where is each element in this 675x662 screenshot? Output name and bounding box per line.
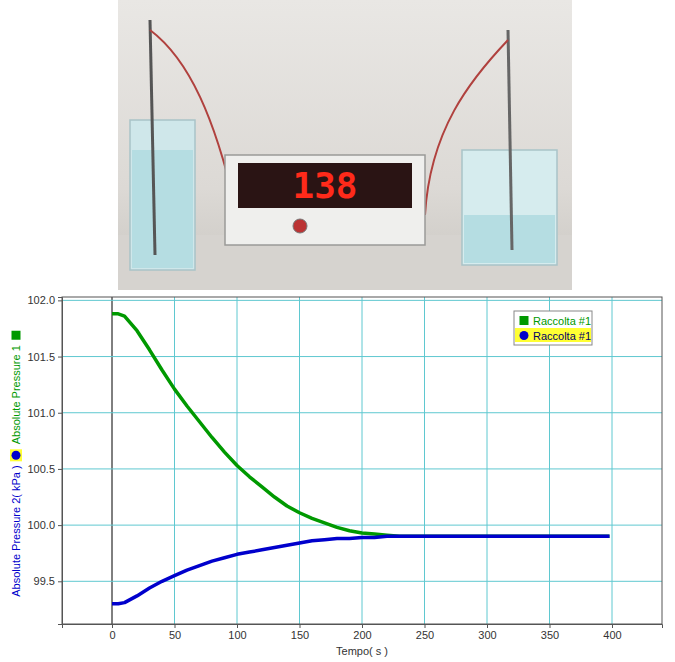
grid-line-x xyxy=(299,297,300,624)
x-tick: 0 xyxy=(109,624,115,641)
x-tick-label: 200 xyxy=(353,629,371,641)
x-tick-mark xyxy=(425,624,426,628)
water-right xyxy=(464,215,555,263)
grid-line-x xyxy=(424,297,425,624)
y-axis-title: Absolute Pressure 2( kPa ) Absolute Press… xyxy=(10,331,22,597)
x-tick-mark xyxy=(362,624,363,628)
device-knob xyxy=(293,219,307,233)
grid-line-y xyxy=(62,468,662,469)
x-axis-title: Tempo( s ) xyxy=(336,645,388,657)
y-tick-mark xyxy=(58,357,62,358)
grid-line-y xyxy=(62,581,662,582)
legend-highlight xyxy=(515,328,591,342)
y-axis-title-marker xyxy=(12,451,21,460)
grid-line-y xyxy=(62,300,662,301)
x-tick: 300 xyxy=(478,624,496,641)
x-tick-label: 0 xyxy=(109,629,115,641)
x-tick: 400 xyxy=(603,624,621,641)
series-group xyxy=(112,314,610,604)
plot-frame xyxy=(62,297,662,624)
grid-line-x xyxy=(487,297,488,624)
grid-line-x xyxy=(549,297,550,624)
probe-left xyxy=(150,20,155,255)
cable-right xyxy=(425,40,508,215)
y-tick-mark xyxy=(58,525,62,526)
x-tick-mark xyxy=(612,624,613,628)
x-tick-label: 400 xyxy=(603,629,621,641)
y-axis-title-part: Absolute Pressure 1 xyxy=(10,345,22,444)
x-tick-label: 300 xyxy=(478,629,496,641)
y-tick-label: 102.0 xyxy=(27,294,55,306)
water-left xyxy=(132,150,193,268)
legend-label: Raccolta #1 xyxy=(533,315,591,327)
legend-label: Raccolta #1 xyxy=(533,330,591,342)
y-tick-mark xyxy=(58,300,62,301)
x-tick-mark xyxy=(300,624,301,628)
x-tick-mark xyxy=(112,624,113,628)
y-axis-line xyxy=(58,298,63,625)
x-tick-mark xyxy=(237,624,238,628)
y-axis-title-marker xyxy=(12,331,21,340)
y-axis: 99.5 100.0 100.5 101.0 101.5 102.0 xyxy=(27,294,62,624)
cable-left xyxy=(150,30,235,205)
y-tick-mark xyxy=(58,581,62,582)
x-axis-line xyxy=(63,625,663,629)
x-tick-label: 100 xyxy=(228,629,246,641)
y-tick: 101.5 xyxy=(27,351,62,363)
grid xyxy=(62,297,662,624)
photo: 138 xyxy=(118,0,572,290)
display-value: 138 xyxy=(292,165,357,206)
grid-line-x xyxy=(612,297,613,624)
device-display xyxy=(238,163,412,208)
legend-marker xyxy=(520,316,529,325)
y-tick-label: 99.5 xyxy=(34,575,55,587)
chart: 0 50 100 150 200 250 300 350 400 99.5 100.0 100.5 10… xyxy=(10,294,663,657)
legend-box xyxy=(514,311,592,345)
beaker-left xyxy=(130,120,195,270)
page: 138 0 50 100 150 200 250 300 350 400 99.5 100.0 100.… xyxy=(0,0,675,662)
device xyxy=(225,155,425,245)
y-tick-label: 101.0 xyxy=(27,407,55,419)
y-tick: 100.0 xyxy=(27,519,62,531)
y-axis-title-highlight xyxy=(10,449,22,461)
x-tick: 150 xyxy=(291,624,309,641)
probe-right xyxy=(508,30,512,250)
series-line xyxy=(112,314,610,536)
legend: Raccolta #1 Raccolta #1 xyxy=(514,311,592,345)
y-tick-mark xyxy=(58,469,62,470)
x-tick: 350 xyxy=(541,624,559,641)
x-tick-mark xyxy=(550,624,551,628)
photo-background xyxy=(118,0,572,290)
x-tick-label: 250 xyxy=(416,629,434,641)
y-axis-title-part: Absolute Pressure 2( kPa ) xyxy=(10,465,22,596)
series-line xyxy=(112,536,610,603)
x-tick: 50 xyxy=(169,624,181,641)
x-tick-mark xyxy=(175,624,176,628)
y-tick: 102.0 xyxy=(27,294,62,306)
y-tick: 99.5 xyxy=(34,575,62,587)
x-tick: 250 xyxy=(416,624,434,641)
y-tick-label: 100.5 xyxy=(27,463,55,475)
grid-line-x xyxy=(362,297,363,624)
legend-marker xyxy=(520,331,529,340)
y-tick-label: 101.5 xyxy=(27,351,55,363)
y-tick: 101.0 xyxy=(27,407,62,419)
x-tick: 100 xyxy=(228,624,246,641)
y-tick: 100.5 xyxy=(27,463,62,475)
plot-background xyxy=(62,297,662,624)
x-tick-label: 50 xyxy=(169,629,181,641)
x-tick-label: 350 xyxy=(541,629,559,641)
x-axis: 0 50 100 150 200 250 300 350 400 xyxy=(63,624,663,641)
grid-line-x xyxy=(112,297,113,624)
grid-line-x xyxy=(237,297,238,624)
x-tick-label: 150 xyxy=(291,629,309,641)
x-tick: 200 xyxy=(353,624,371,641)
grid-line-y xyxy=(62,412,662,413)
y-tick-mark xyxy=(58,413,62,414)
y-tick-label: 100.0 xyxy=(27,519,55,531)
grid-line-y xyxy=(62,525,662,526)
x-tick-mark xyxy=(487,624,488,628)
